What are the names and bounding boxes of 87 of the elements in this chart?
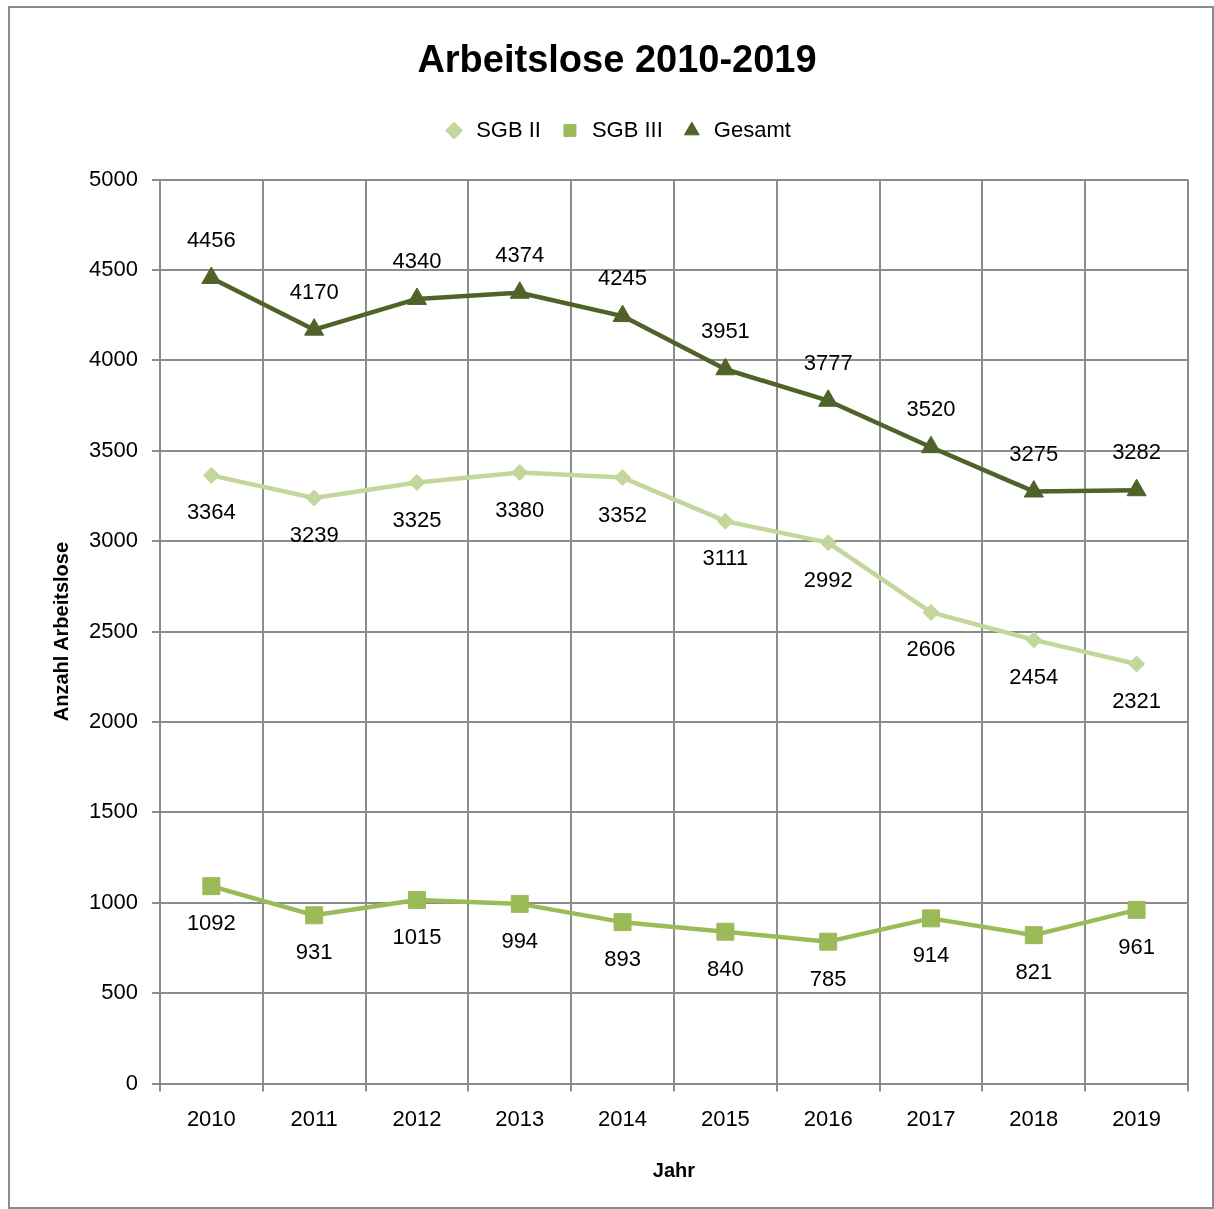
point	[819, 932, 838, 951]
y-tick-label: 4000	[88, 346, 138, 372]
point	[1126, 478, 1147, 497]
y-tick-label: 5000	[88, 165, 138, 191]
x-tick-label: 2015	[700, 1105, 750, 1131]
y-tick-label: 0	[125, 1069, 138, 1095]
data-label: 2992	[803, 566, 853, 592]
data-label: 3380	[495, 496, 545, 522]
data-label: 1015	[392, 924, 442, 950]
data-label: 3520	[906, 396, 956, 422]
y-tick-label: 4500	[88, 256, 138, 282]
data-label: 914	[912, 942, 950, 968]
data-label: 3325	[392, 506, 442, 532]
point	[1128, 655, 1146, 673]
x-tick-label: 2013	[495, 1105, 545, 1131]
point	[1025, 631, 1043, 649]
point	[1023, 479, 1044, 498]
point	[715, 357, 736, 376]
point	[202, 466, 220, 484]
x-tick-label: 2017	[906, 1105, 956, 1131]
legend-label: Gesamt	[713, 116, 791, 142]
x-tick-label: 2010	[186, 1105, 236, 1131]
data-label: 3282	[1112, 439, 1162, 465]
data-label: 3111	[702, 545, 749, 571]
data-label: 3951	[700, 318, 750, 344]
data-label: 3777	[803, 349, 853, 375]
data-label: 821	[1015, 959, 1053, 985]
data-label: 2606	[906, 636, 956, 662]
data-label: 4374	[495, 241, 545, 267]
data-label: 3364	[186, 499, 236, 525]
y-tick-label: 2000	[88, 708, 138, 734]
point	[716, 922, 735, 941]
point	[201, 266, 222, 284]
point	[922, 603, 940, 621]
legend-label: SGB III	[591, 116, 663, 142]
point	[1024, 926, 1043, 945]
x-axis-title: Jahr	[652, 1158, 696, 1181]
y-tick-label: 1500	[88, 798, 138, 824]
x-tick-label: 2019	[1112, 1105, 1162, 1131]
data-label: 961	[1118, 933, 1155, 959]
y-tick-label: 3500	[88, 436, 138, 462]
y-tick-label: 2500	[88, 617, 138, 643]
point	[511, 464, 529, 481]
point	[510, 894, 529, 913]
data-label: 3352	[598, 501, 648, 527]
data-label: 4170	[289, 278, 339, 304]
x-tick-label: 2011	[290, 1105, 338, 1131]
point	[305, 906, 324, 925]
point	[613, 913, 632, 932]
point	[612, 304, 633, 323]
x-tick-label: 2016	[803, 1105, 853, 1131]
data-label: 893	[604, 946, 641, 972]
point	[509, 281, 530, 299]
point	[614, 469, 632, 487]
y-axis-title: Anzahl Arbeitslose	[49, 541, 72, 722]
x-tick-label: 2018	[1009, 1105, 1059, 1131]
data-label: 1092	[186, 910, 236, 936]
point	[202, 877, 221, 896]
data-label: 3275	[1009, 440, 1059, 466]
point	[819, 534, 837, 552]
y-tick-label: 3000	[88, 527, 138, 553]
point	[920, 435, 942, 454]
chart-title: Arbeitslose 2010-2019	[417, 38, 817, 81]
data-label: 4456	[186, 227, 236, 253]
data-label: 2321	[1112, 688, 1162, 714]
legend-label: SGB II	[476, 116, 541, 142]
point	[818, 389, 839, 407]
point	[922, 909, 940, 928]
data-label: 2454	[1009, 663, 1059, 689]
point	[304, 318, 325, 336]
data-label: 785	[809, 965, 847, 991]
y-tick-label: 500	[101, 979, 138, 1005]
point	[407, 891, 426, 910]
data-label: 3239	[289, 522, 339, 548]
data-label: 840	[707, 955, 744, 981]
data-label: 4245	[598, 265, 648, 291]
y-tick-label: 1000	[88, 888, 138, 914]
point	[406, 287, 427, 305]
x-tick-label: 2014	[598, 1105, 648, 1131]
data-label: 4340	[392, 247, 442, 273]
data-label: 931	[295, 939, 333, 965]
x-tick-label: 2012	[392, 1105, 442, 1131]
point	[305, 489, 323, 507]
point	[408, 473, 426, 491]
point	[1127, 900, 1146, 919]
point	[716, 512, 734, 530]
data-label: 994	[501, 927, 539, 953]
